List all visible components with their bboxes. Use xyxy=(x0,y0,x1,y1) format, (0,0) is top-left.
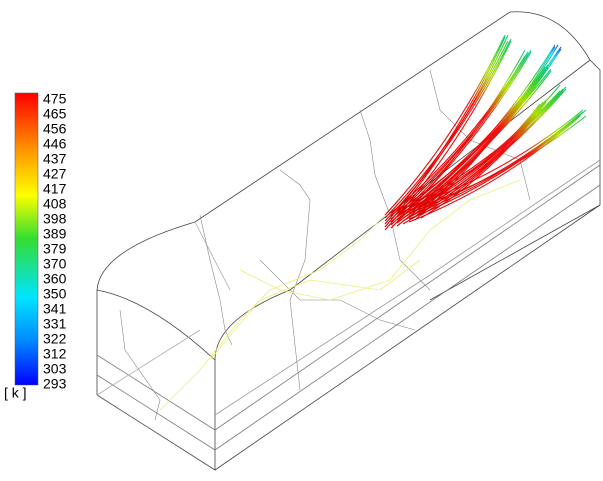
colorbar-label: 437 xyxy=(43,151,67,167)
colorbar-label: 456 xyxy=(43,121,67,137)
pathlines xyxy=(160,180,520,410)
mesh-lines xyxy=(120,70,530,420)
colorbar-label: 331 xyxy=(43,316,67,332)
colorbar-label: 446 xyxy=(43,136,67,152)
colorbar-label: 379 xyxy=(43,241,67,257)
colorbar xyxy=(15,93,38,385)
viewport: [ k ] 4754654564464374274174083983893793… xyxy=(0,0,603,481)
colorbar-label: 389 xyxy=(43,226,67,242)
colorbar-label: 427 xyxy=(43,166,67,182)
colorbar-label: 341 xyxy=(43,301,67,317)
domain-outline xyxy=(97,12,600,470)
colorbar-label: 360 xyxy=(43,271,67,287)
colorbar-label: 322 xyxy=(43,331,67,347)
colorbar-label: 417 xyxy=(43,181,67,197)
colorbar-label: 293 xyxy=(43,376,67,392)
colorbar-label: 398 xyxy=(43,211,67,227)
colorbar-label: 303 xyxy=(43,361,67,377)
colorbar-label: 465 xyxy=(43,106,67,122)
colorbar-label: 408 xyxy=(43,196,67,212)
colorbar-label: 312 xyxy=(43,346,67,362)
colorbar-label: 350 xyxy=(43,286,67,302)
scene: [ k ] 4754654564464374274174083983893793… xyxy=(0,0,603,481)
colorbar-label: 370 xyxy=(43,256,67,272)
colorbar-label: 475 xyxy=(43,91,67,107)
streamlines xyxy=(385,35,586,230)
streamline xyxy=(397,67,548,226)
colorbar-unit: [ k ] xyxy=(4,385,27,401)
